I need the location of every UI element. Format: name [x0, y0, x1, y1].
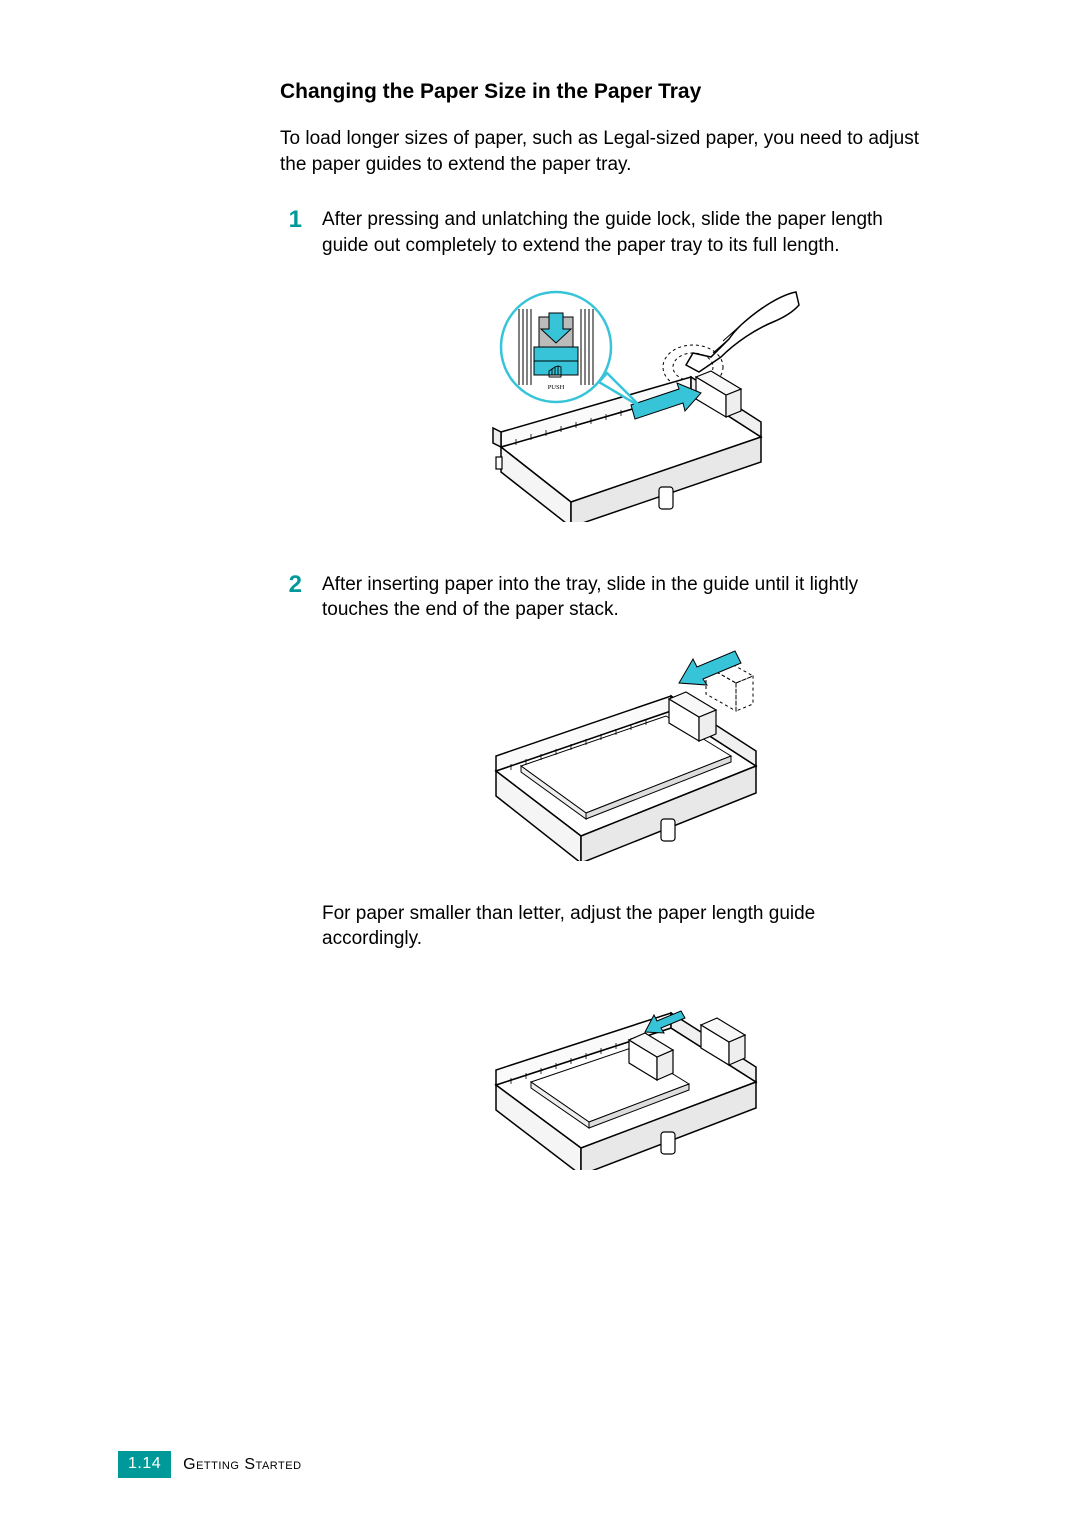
step-body: After inserting paper into the tray, sli…	[322, 572, 920, 1211]
section-heading: Changing the Paper Size in the Paper Tra…	[280, 80, 920, 104]
step-number: 1	[280, 207, 302, 561]
intro-paragraph: To load longer sizes of paper, such as L…	[280, 126, 920, 177]
step-1: 1 After pressing and unlatching the guid…	[280, 207, 920, 561]
illustration-wrap	[322, 970, 920, 1170]
page: Changing the Paper Size in the Paper Tra…	[0, 0, 1080, 1526]
callout-label: PUSH	[548, 384, 565, 391]
illustration-wrap: PUSH	[322, 277, 920, 522]
step-extra-text: For paper smaller than letter, adjust th…	[322, 901, 920, 952]
illustration-wrap	[322, 641, 920, 861]
tray-smallpaper-illustration	[471, 970, 771, 1170]
section-label: Getting Started	[183, 1456, 301, 1474]
page-number: 1.14	[118, 1451, 171, 1478]
step-text: After inserting paper into the tray, sli…	[322, 572, 920, 623]
tray-slidein-illustration	[471, 641, 771, 861]
step-text: After pressing and unlatching the guide …	[322, 207, 920, 258]
tray-extend-illustration: PUSH	[441, 277, 801, 522]
page-footer: 1.14 Getting Started	[118, 1451, 302, 1478]
step-number: 2	[280, 572, 302, 1211]
step-2: 2 After inserting paper into the tray, s…	[280, 572, 920, 1211]
step-body: After pressing and unlatching the guide …	[322, 207, 920, 561]
